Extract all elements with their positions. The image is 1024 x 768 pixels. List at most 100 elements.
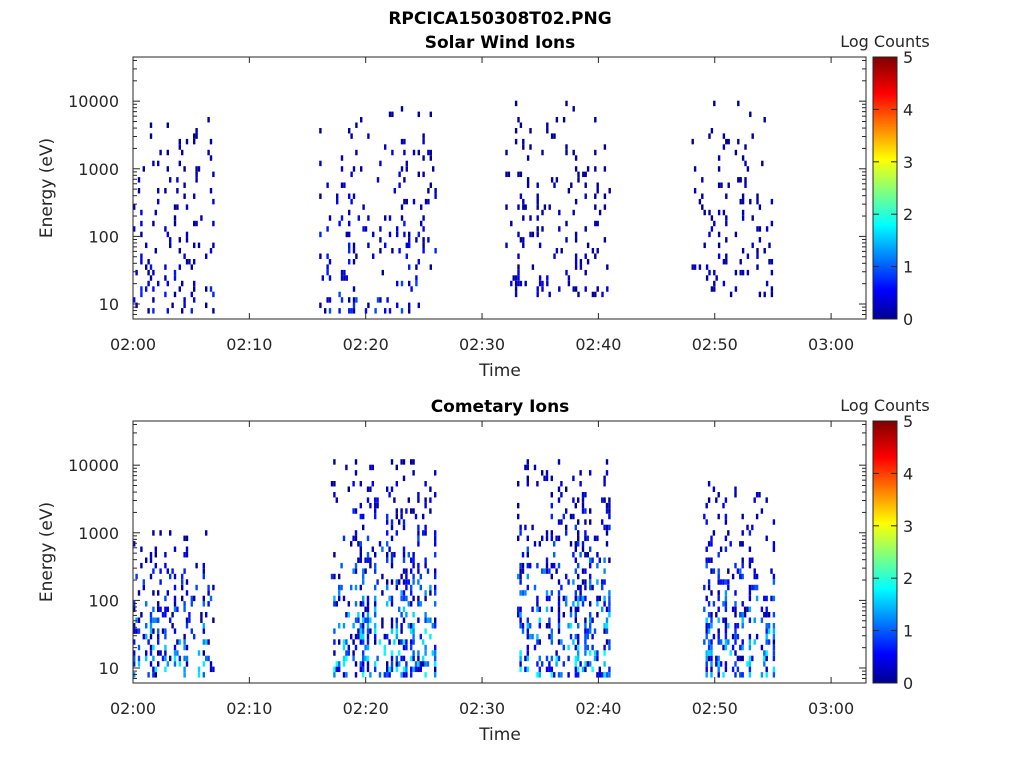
spectrogram-cell (407, 579, 410, 585)
spectrogram-cell (171, 302, 174, 309)
spectrogram-cell (567, 579, 570, 585)
spectrogram-cell (725, 253, 728, 259)
spectrogram-cell (395, 579, 398, 585)
spectrogram-cell (589, 579, 592, 585)
spectrogram-cell (579, 264, 583, 270)
spectrogram-cell (195, 220, 198, 227)
spectrogram-cell (765, 623, 768, 629)
spectrogram-cell (424, 562, 427, 569)
spectrogram-cell (178, 138, 181, 145)
spectrogram-cell (741, 530, 744, 536)
spectrogram-cell (519, 530, 522, 536)
spectrogram-cell (558, 209, 561, 216)
spectrogram-cell (522, 242, 525, 249)
spectrogram-cell (526, 535, 529, 542)
spectrogram-cell (364, 617, 367, 623)
spectrogram-cell (405, 579, 408, 585)
spectrogram-cell (596, 650, 599, 656)
spectrogram-cell (724, 639, 728, 645)
spectrogram-cell (149, 650, 153, 656)
spectrogram-cell (772, 612, 776, 618)
spectrogram-cell (519, 562, 522, 569)
spectrogram-cell (529, 128, 532, 134)
spectrogram-cell (403, 231, 406, 238)
spectrogram-cell (345, 275, 348, 281)
spectrogram-cell (185, 623, 189, 629)
spectrogram-cell (424, 530, 427, 536)
spectrogram-cell (402, 546, 406, 552)
spectrogram-cell (538, 666, 541, 673)
spectrogram-cell (384, 308, 387, 314)
spectrogram-cell (154, 617, 157, 623)
spectrogram-cell (193, 297, 196, 303)
x-tick-label: 03:00 (808, 699, 854, 718)
spectrogram-cell (367, 242, 370, 249)
spectrogram-cell (749, 198, 752, 205)
spectrogram-cell (744, 182, 747, 188)
spectrogram-cell (533, 464, 537, 471)
spectrogram-cell (731, 633, 735, 640)
spectrogram-cell (574, 259, 578, 265)
spectrogram-cell (586, 552, 589, 558)
spectrogram-cell (429, 182, 432, 188)
spectrogram-cell (193, 633, 196, 640)
spectrogram-cell (369, 617, 372, 623)
spectrogram-cell (372, 253, 375, 259)
spectrogram-cell (538, 242, 542, 249)
spectrogram-cell (550, 672, 553, 678)
spectrogram-cell (366, 666, 370, 673)
spectrogram-cell (417, 171, 420, 178)
spectrogram-cell (133, 606, 136, 613)
spectrogram-cell (386, 584, 389, 591)
spectrogram-cell (193, 242, 196, 249)
spectrogram-cell (693, 166, 697, 172)
spectrogram-cell (751, 524, 754, 531)
spectrogram-cell (524, 464, 527, 471)
spectrogram-cell (405, 644, 408, 651)
spectrogram-cell (152, 628, 155, 634)
spectrogram-cell (729, 291, 733, 298)
spectrogram-cell (190, 291, 193, 298)
spectrogram-cell (581, 666, 585, 673)
spectrogram-cell (354, 672, 358, 678)
spectrogram-cell (591, 644, 594, 651)
spectrogram-cell (434, 535, 437, 542)
spectrogram-cell (195, 133, 198, 139)
spectrogram-cell (173, 584, 177, 591)
spectrogram-cell (729, 541, 732, 547)
spectrogram-cell (333, 672, 336, 678)
spectrogram-cell (517, 231, 520, 238)
spectrogram-cell (338, 220, 341, 227)
spectrogram-cell (352, 242, 356, 249)
spectrogram-cell (574, 524, 577, 531)
spectrogram-cell (326, 253, 329, 259)
spectrogram-cell (374, 639, 377, 645)
spectrogram-cell (417, 655, 420, 662)
spectrogram-cell (202, 650, 205, 656)
spectrogram-cell (164, 644, 167, 651)
spectrogram-cell (408, 308, 411, 314)
spectrogram-cell (362, 524, 365, 531)
spectrogram-cell (541, 226, 544, 232)
spectrogram-cell (541, 568, 544, 574)
colorbar-tick-label: 2 (903, 569, 913, 588)
spectrogram-cell (348, 308, 351, 314)
spectrogram-cell (608, 672, 611, 678)
spectrogram-cell (333, 595, 336, 602)
spectrogram-cell (410, 508, 413, 514)
spectrogram-cell (417, 568, 420, 574)
spectrogram-cell (577, 291, 580, 298)
spectrogram-cell (369, 557, 372, 563)
spectrogram-cell (417, 666, 420, 673)
spectrogram-cell (514, 280, 518, 287)
spectrogram-cell (202, 568, 205, 574)
solar-wind-title: Solar Wind Ions (425, 33, 576, 53)
spectrogram-cell (748, 639, 752, 645)
spectrogram-cell (405, 612, 408, 618)
spectrogram-cell (729, 650, 732, 656)
spectrogram-cell (366, 628, 370, 634)
spectrogram-cell (137, 188, 141, 194)
spectrogram-cell (517, 269, 520, 276)
spectrogram-cell (557, 562, 561, 569)
spectrogram-cell (176, 650, 179, 656)
